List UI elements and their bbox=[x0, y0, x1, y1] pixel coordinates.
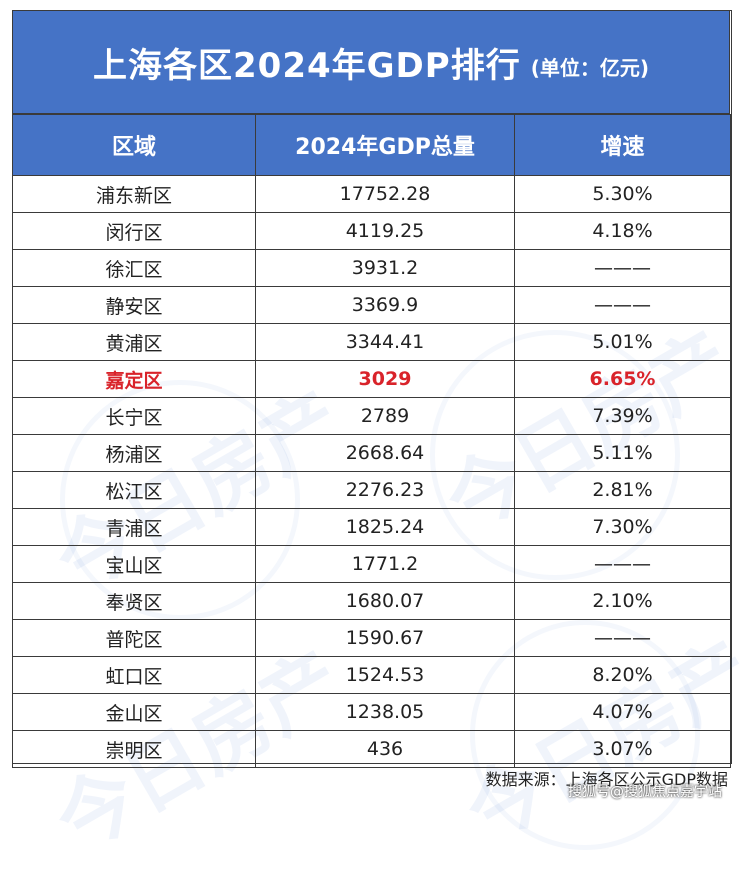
gdp-cell: 1524.53 bbox=[255, 656, 515, 694]
footer-credit: 搜狐号@搜狐焦点嘉宇站 bbox=[568, 784, 722, 800]
growth-cell: 2.81% bbox=[514, 471, 731, 509]
growth-cell: 6.65% bbox=[514, 360, 731, 398]
gdp-cell: 3931.2 bbox=[255, 249, 515, 287]
table-row: 黄浦区 3344.41 5.01% bbox=[12, 323, 731, 361]
table-row: 松江区 2276.23 2.81% bbox=[12, 471, 731, 509]
growth-cell: 7.30% bbox=[514, 508, 731, 546]
district-cell: 虹口区 bbox=[12, 656, 256, 694]
district-cell: 松江区 bbox=[12, 471, 256, 509]
gdp-cell: 1825.24 bbox=[255, 508, 515, 546]
gdp-cell: 1238.05 bbox=[255, 693, 515, 731]
district-cell: 嘉定区 bbox=[12, 360, 256, 398]
table-row: 青浦区 1825.24 7.30% bbox=[12, 508, 731, 546]
growth-cell: 8.20% bbox=[514, 656, 731, 694]
table-row: 嘉定区 3029 6.65% bbox=[12, 360, 731, 398]
table-row: 奉贤区 1680.07 2.10% bbox=[12, 582, 731, 620]
district-cell: 宝山区 bbox=[12, 545, 256, 583]
gdp-cell: 436 bbox=[255, 730, 515, 768]
table-row: 普陀区 1590.67 ——— bbox=[12, 619, 731, 657]
district-cell: 闵行区 bbox=[12, 212, 256, 250]
gdp-table: 区域 2024年GDP总量 增速 浦东新区 17752.28 5.30% 闵行区 411… bbox=[12, 114, 731, 768]
growth-cell: 5.30% bbox=[514, 175, 731, 213]
page-title: 上海各区2024年GDP排行 bbox=[93, 45, 521, 86]
growth-cell: ——— bbox=[514, 619, 731, 657]
growth-cell: ——— bbox=[514, 249, 731, 287]
gdp-cell: 3029 bbox=[255, 360, 515, 398]
growth-cell: ——— bbox=[514, 545, 731, 583]
district-cell: 奉贤区 bbox=[12, 582, 256, 620]
gdp-cell: 4119.25 bbox=[255, 212, 515, 250]
header-growth: 增速 bbox=[514, 114, 731, 176]
table-row: 宝山区 1771.2 ——— bbox=[12, 545, 731, 583]
unit-label: (单位：亿元) bbox=[530, 55, 649, 80]
gdp-cell: 1771.2 bbox=[255, 545, 515, 583]
header-row: 区域 2024年GDP总量 增速 bbox=[12, 114, 731, 176]
growth-cell: 7.39% bbox=[514, 397, 731, 435]
gdp-cell: 3344.41 bbox=[255, 323, 515, 361]
table-row: 崇明区 436 3.07% bbox=[12, 730, 731, 768]
district-cell: 静安区 bbox=[12, 286, 256, 324]
district-cell: 杨浦区 bbox=[12, 434, 256, 472]
gdp-cell: 2276.23 bbox=[255, 471, 515, 509]
table-row: 徐汇区 3931.2 ——— bbox=[12, 249, 731, 287]
table-row: 闵行区 4119.25 4.18% bbox=[12, 212, 731, 250]
district-cell: 黄浦区 bbox=[12, 323, 256, 361]
table-row: 金山区 1238.05 4.07% bbox=[12, 693, 731, 731]
gdp-cell: 1680.07 bbox=[255, 582, 515, 620]
gdp-cell: 2789 bbox=[255, 397, 515, 435]
table-row: 静安区 3369.9 ——— bbox=[12, 286, 731, 324]
gdp-cell: 17752.28 bbox=[255, 175, 515, 213]
growth-cell: 4.07% bbox=[514, 693, 731, 731]
district-cell: 长宁区 bbox=[12, 397, 256, 435]
table-row: 虹口区 1524.53 8.20% bbox=[12, 656, 731, 694]
header-gdp: 2024年GDP总量 bbox=[255, 114, 515, 176]
header-district: 区域 bbox=[12, 114, 256, 176]
title-bar: 上海各区2024年GDP排行 (单位：亿元) bbox=[12, 10, 730, 114]
growth-cell: 2.10% bbox=[514, 582, 731, 620]
gdp-cell: 3369.9 bbox=[255, 286, 515, 324]
table-row: 杨浦区 2668.64 5.11% bbox=[12, 434, 731, 472]
district-cell: 青浦区 bbox=[12, 508, 256, 546]
growth-cell: ——— bbox=[514, 286, 731, 324]
table-row: 浦东新区 17752.28 5.30% bbox=[12, 175, 731, 213]
district-cell: 金山区 bbox=[12, 693, 256, 731]
data-source: 数据来源：上海各区公示GDP数据 bbox=[485, 770, 728, 789]
gdp-cell: 2668.64 bbox=[255, 434, 515, 472]
district-cell: 徐汇区 bbox=[12, 249, 256, 287]
growth-cell: 4.18% bbox=[514, 212, 731, 250]
gdp-cell: 1590.67 bbox=[255, 619, 515, 657]
growth-cell: 5.01% bbox=[514, 323, 731, 361]
district-cell: 普陀区 bbox=[12, 619, 256, 657]
district-cell: 浦东新区 bbox=[12, 175, 256, 213]
table-row: 长宁区 2789 7.39% bbox=[12, 397, 731, 435]
growth-cell: 5.11% bbox=[514, 434, 731, 472]
growth-cell: 3.07% bbox=[514, 730, 731, 768]
district-cell: 崇明区 bbox=[12, 730, 256, 768]
